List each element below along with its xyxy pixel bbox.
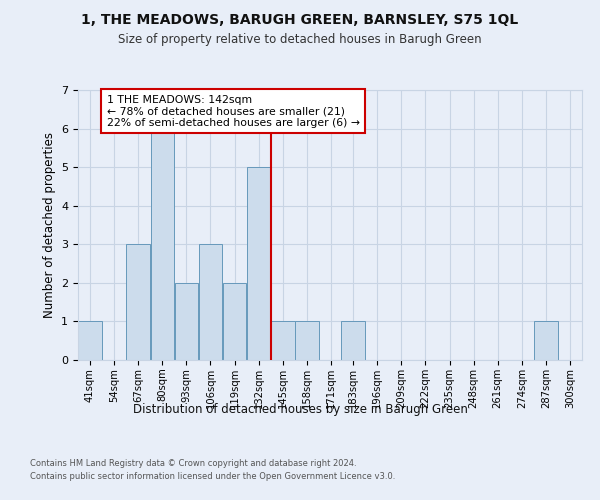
Bar bbox=[151, 128, 174, 360]
Text: 1 THE MEADOWS: 142sqm
← 78% of detached houses are smaller (21)
22% of semi-deta: 1 THE MEADOWS: 142sqm ← 78% of detached … bbox=[107, 94, 360, 128]
Bar bbox=[223, 283, 247, 360]
Bar bbox=[175, 283, 198, 360]
Text: Contains public sector information licensed under the Open Government Licence v3: Contains public sector information licen… bbox=[30, 472, 395, 481]
Bar bbox=[341, 322, 365, 360]
Bar bbox=[199, 244, 222, 360]
Text: Distribution of detached houses by size in Barugh Green: Distribution of detached houses by size … bbox=[133, 402, 467, 415]
Bar bbox=[295, 322, 319, 360]
Bar bbox=[534, 322, 557, 360]
Bar bbox=[78, 322, 102, 360]
Text: Contains HM Land Registry data © Crown copyright and database right 2024.: Contains HM Land Registry data © Crown c… bbox=[30, 458, 356, 468]
Y-axis label: Number of detached properties: Number of detached properties bbox=[43, 132, 56, 318]
Bar bbox=[247, 167, 271, 360]
Bar bbox=[271, 322, 295, 360]
Text: 1, THE MEADOWS, BARUGH GREEN, BARNSLEY, S75 1QL: 1, THE MEADOWS, BARUGH GREEN, BARNSLEY, … bbox=[82, 12, 518, 26]
Text: Size of property relative to detached houses in Barugh Green: Size of property relative to detached ho… bbox=[118, 32, 482, 46]
Bar bbox=[127, 244, 150, 360]
